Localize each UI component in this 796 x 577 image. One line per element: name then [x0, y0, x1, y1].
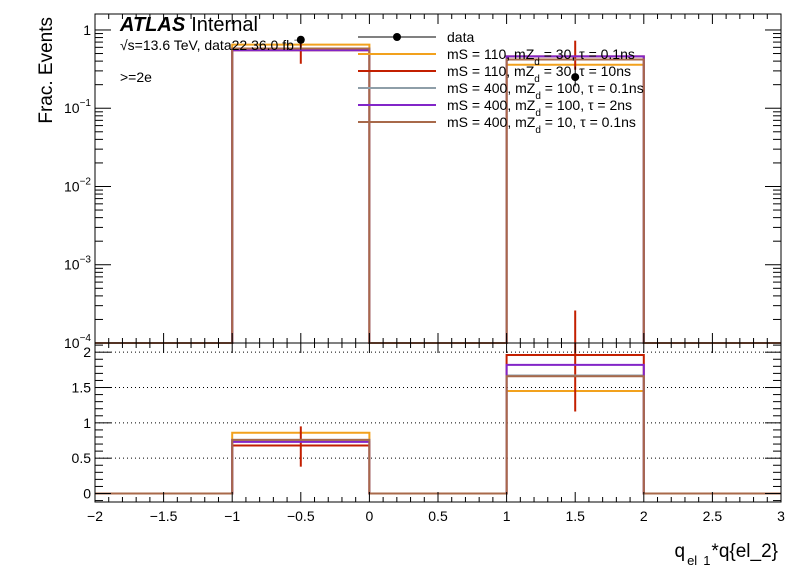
x-tick-label: −1.5 [150, 508, 178, 524]
x-axis-title-sub1: el [687, 553, 697, 568]
legend-data-marker [393, 33, 401, 41]
ratio-series-5-step [95, 375, 781, 495]
atlas-logo-text: ATLAS [119, 14, 186, 36]
top-y-tick-base: 10 [64, 257, 80, 273]
ratio-y-tick-label: 1 [83, 415, 91, 431]
energy-lumi-text: √s=13.6 TeV, data22 36.0 fb [120, 37, 294, 53]
data-point [296, 35, 305, 44]
ratio-y-tick-label: 0.5 [72, 450, 92, 466]
top-y-tick-base: 10 [64, 100, 80, 116]
x-tick-label: −0.5 [287, 508, 315, 524]
legend-entry-main: mS = 400, mZ [447, 97, 536, 113]
legend-data-label: data [447, 29, 474, 45]
legend-entry-main: mS = 400, mZ [447, 80, 536, 96]
legend-entry-sub: d [534, 57, 540, 68]
top-y-tick-label: 10−1 [64, 98, 91, 116]
ratio-series-3-step [95, 374, 781, 495]
legend-entry-main: mS = 400, mZ [447, 114, 536, 130]
ratio-y-tick-label: 0 [83, 486, 91, 502]
top-y-tick-label: 10−3 [64, 255, 91, 273]
legend-entry-5-label: mS = 400, mZd = 10, τ = 0.1ns [447, 114, 636, 136]
x-tick-label: 3 [777, 508, 785, 524]
legend-entry-rest: = 30, τ = 10ns [540, 63, 631, 79]
selection-label: >=2e [120, 69, 152, 85]
ratio-y-tick-label: 1.5 [72, 380, 92, 396]
x-tick-label: −2 [87, 508, 103, 524]
lumi-exponent: −1 [294, 35, 304, 45]
legend-entry-2-label: mS = 110, mZd = 30, τ = 10ns [447, 63, 631, 85]
ratio-series-4-step [95, 363, 781, 495]
legend-entry-4-label: mS = 400, mZd = 100, τ = 2ns [447, 97, 632, 119]
x-tick-label: 0 [366, 508, 374, 524]
ratio-series-2-step [95, 354, 781, 495]
top-y-tick-exponent: −4 [80, 333, 92, 344]
top-y-tick-base: 1 [83, 22, 91, 38]
top-series-2-step [95, 49, 781, 344]
legend-entry-sub: d [534, 74, 540, 85]
top-series-5-step [95, 47, 781, 344]
top-y-tick-base: 10 [64, 178, 80, 194]
x-tick-label: 2.5 [703, 508, 723, 524]
legend-entry-rest: = 100, τ = 2ns [541, 97, 632, 113]
y-axis-title: Frac. Events [36, 17, 57, 124]
x-tick-label: 1 [503, 508, 511, 524]
legend-entry-3-label: mS = 400, mZd = 100, τ = 0.1ns [447, 80, 644, 102]
x-axis-title: q el 1*q{el_2} [674, 541, 778, 568]
top-series-4-step [95, 49, 781, 344]
legend-entry-main: mS = 110, mZ [447, 63, 535, 79]
ratio-panel-frame [94, 342, 782, 503]
ratio-y-tick-label: 2 [83, 344, 91, 360]
legend-entry-rest: = 10, τ = 0.1ns [541, 114, 636, 130]
top-y-tick-base: 10 [64, 335, 80, 351]
top-y-tick-exponent: −1 [80, 98, 92, 109]
legend-entry-rest: = 30, τ = 0.1ns [540, 46, 635, 62]
atlas-internal-text: Internal [191, 14, 258, 36]
x-axis-title-rest: *q{el_2} [711, 541, 778, 562]
top-y-tick-exponent: −2 [80, 176, 92, 187]
x-tick-label: 1.5 [565, 508, 585, 524]
legend-entry-sub: d [535, 125, 541, 136]
x-tick-label: 2 [640, 508, 648, 524]
x-axis-title-main: q [674, 541, 685, 562]
legend-entry-sub: d [535, 91, 541, 102]
top-panel: 110−110−210−310−4 [64, 13, 782, 351]
top-y-tick-label: 10−4 [64, 333, 91, 351]
top-y-tick-exponent: −3 [80, 255, 92, 266]
x-tick-label: −1 [224, 508, 240, 524]
legend-entry-rest: = 100, τ = 0.1ns [541, 80, 644, 96]
x-tick-label: 0.5 [428, 508, 448, 524]
x-axis-title-sub2: 1 [703, 553, 710, 568]
top-y-tick-label: 10−2 [64, 176, 91, 194]
legend-entry-sub: d [535, 108, 541, 119]
top-series-3-step [95, 47, 781, 344]
ratio-panel: −2 −1.5 −1 −0.5 0 0.5 1 1.5 2 2.5 3 0 0.5 1 1.5 2 [72, 310, 785, 524]
legend-entry-1-label: mS = 110, mZd = 30, τ = 0.1ns [447, 46, 635, 68]
data-point [571, 73, 580, 82]
atlas-label: ATLAS Internal [119, 14, 258, 36]
energy-lumi-label: √s=13.6 TeV, data22 36.0 fb−1 [120, 35, 304, 53]
top-panel-frame [94, 13, 782, 344]
ratio-series-1-step [95, 390, 781, 495]
top-y-tick-label: 1 [83, 22, 91, 38]
top-series-1-step [95, 43, 781, 344]
legend-entry-main: mS = 110, mZ [447, 46, 535, 62]
